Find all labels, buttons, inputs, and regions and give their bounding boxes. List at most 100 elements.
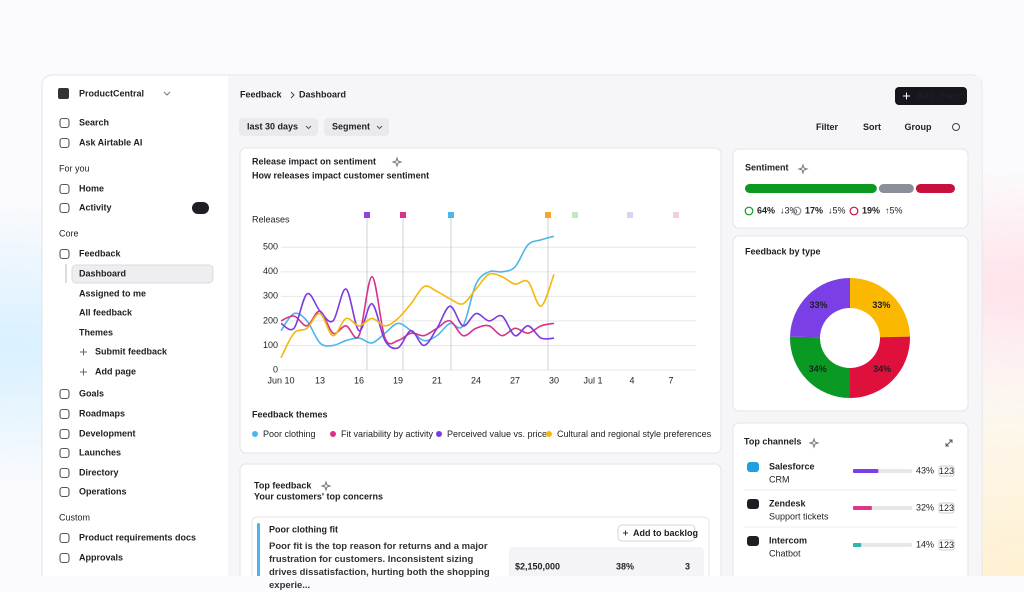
series-line	[280, 272, 555, 359]
release-marker	[400, 212, 406, 218]
nav-item[interactable]: Launches	[79, 447, 121, 457]
nav-item[interactable]: Submit feedback	[95, 346, 168, 356]
bar	[853, 543, 862, 547]
nav-item[interactable]: Search	[79, 117, 109, 127]
nav-item[interactable]: Ask Airtable AI	[79, 137, 142, 147]
nav-item[interactable]: Dashboard	[79, 268, 126, 278]
release-marker	[364, 212, 370, 218]
toolbar-action[interactable]: Group	[905, 122, 932, 132]
sparkle	[391, 156, 403, 168]
backlog-button[interactable]	[617, 524, 696, 542]
card	[239, 147, 722, 454]
sentiment-value: 17%	[805, 205, 823, 215]
x-tick-label: 16	[354, 375, 364, 385]
toolbar-action[interactable]: Sort	[863, 122, 881, 132]
plus-icon	[903, 92, 910, 100]
sentiment-segment	[915, 184, 955, 193]
button-label: Add chart	[917, 91, 959, 101]
search-icon[interactable]	[952, 123, 960, 131]
chip-label: last 30 days	[247, 121, 298, 131]
sentiment-change: ↑5%	[885, 205, 903, 215]
slice-label: 33%	[810, 300, 828, 310]
legend-dot	[436, 431, 442, 437]
bar	[853, 506, 872, 510]
nav-item[interactable]: Product requirements docs	[79, 532, 196, 542]
filter-chip[interactable]	[324, 118, 389, 136]
release-marker	[627, 212, 633, 218]
nav-item[interactable]: Goals	[79, 388, 104, 398]
filter-chip[interactable]	[239, 118, 318, 136]
legend-label: Perceived value vs. price	[447, 429, 547, 439]
series-line	[280, 275, 555, 345]
sparkle	[808, 437, 820, 449]
y-tick-label: 200	[263, 315, 278, 325]
nav-item[interactable]: Feedback	[79, 248, 122, 258]
nav-item[interactable]: Add page	[95, 366, 136, 376]
pie-slice	[850, 278, 910, 338]
release-marker	[673, 212, 679, 218]
section-label: Custom	[59, 512, 90, 522]
channel-type: Support tickets	[769, 511, 829, 521]
sentiment-segment	[745, 184, 877, 193]
card	[732, 422, 969, 576]
card-subtitle: Your customers' top concerns	[254, 491, 383, 501]
plus-icon	[80, 348, 87, 356]
accent-bar	[257, 523, 260, 576]
nav-item[interactable]: All feedback	[79, 307, 133, 317]
x-tick-label: Jun 10	[267, 375, 294, 385]
nav-item[interactable]: Activity	[79, 202, 112, 212]
chevron	[305, 125, 312, 130]
pie-slice	[790, 278, 850, 338]
card-title: Sentiment	[745, 162, 789, 172]
feedback-text: Poor fit is the top reason for returns a…	[269, 541, 490, 591]
plus-icon	[80, 368, 87, 376]
metric: $2,150,000	[515, 561, 560, 571]
breadcrumb[interactable]: Feedback	[240, 89, 283, 99]
legend-title: Feedback themes	[252, 409, 328, 419]
legend-label: Fit variability by activity	[341, 429, 434, 439]
section-label: Core	[59, 228, 79, 238]
sparkle	[797, 163, 809, 175]
bar-value: 14%	[916, 539, 934, 549]
nav-icon	[59, 388, 70, 400]
series-line	[280, 235, 555, 347]
nav-item[interactable]: Roadmaps	[79, 408, 125, 418]
chevron	[163, 91, 171, 96]
nav-item[interactable]: Assigned to me	[79, 288, 146, 298]
metric: 38%	[616, 561, 634, 571]
y-tick-label: 300	[263, 291, 278, 301]
channel-logo	[747, 462, 759, 472]
nav-item[interactable]: Home	[79, 183, 104, 193]
channel-type: CRM	[769, 474, 790, 484]
channel-name: Zendesk	[769, 498, 807, 508]
nav-item[interactable]: Approvals	[79, 552, 123, 562]
nav-item[interactable]: Directory	[79, 467, 119, 477]
app-name: ProductCentral	[79, 88, 144, 98]
nav-icon	[59, 447, 70, 459]
add-chart-button[interactable]	[895, 87, 967, 105]
sentiment-value: 64%	[757, 205, 775, 215]
x-tick-label: 21	[432, 375, 442, 385]
card-title: Top feedback	[254, 480, 312, 490]
slice-label: 33%	[872, 300, 890, 310]
toolbar-action[interactable]: Filter	[816, 122, 839, 132]
chevron	[376, 125, 383, 130]
nav-icon	[59, 202, 70, 214]
bar-value: 43%	[916, 465, 934, 475]
section-label: For you	[59, 163, 90, 173]
nav-icon	[59, 467, 70, 479]
chip-label: Segment	[332, 121, 370, 131]
count-badge	[938, 539, 955, 551]
chart-title: Release impact on sentiment	[252, 156, 376, 166]
nav-item[interactable]: Themes	[79, 327, 113, 337]
slice-label: 34%	[809, 364, 827, 374]
x-tick-label: 30	[549, 375, 559, 385]
legend-dot	[330, 431, 336, 437]
x-tick-label: 4	[629, 375, 634, 385]
breadcrumb: Dashboard	[299, 89, 346, 99]
nav-selected	[71, 264, 214, 284]
nav-icon	[59, 137, 70, 149]
channel-logo	[747, 499, 759, 509]
nav-item[interactable]: Operations	[79, 486, 127, 496]
nav-item[interactable]: Development	[79, 428, 136, 438]
